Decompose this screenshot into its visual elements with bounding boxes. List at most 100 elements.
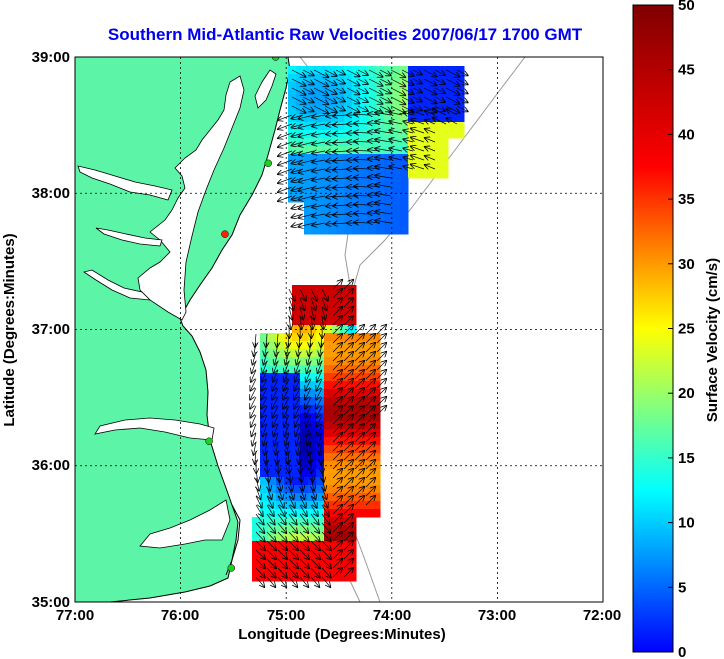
velocity-arrow bbox=[343, 307, 353, 317]
velocity-cell bbox=[340, 325, 349, 334]
velocity-arrow bbox=[288, 504, 296, 516]
velocity-cell bbox=[268, 421, 277, 430]
velocity-cell bbox=[336, 122, 345, 131]
velocity-arrow bbox=[332, 415, 342, 425]
velocity-arrow bbox=[310, 333, 311, 347]
velocity-cell bbox=[332, 397, 341, 406]
velocity-cell bbox=[364, 333, 373, 342]
velocity-arrow bbox=[365, 460, 375, 470]
albemarle-sound bbox=[94, 417, 215, 441]
velocity-cell bbox=[320, 170, 329, 179]
velocity-arrow bbox=[333, 223, 348, 224]
velocity-arrow bbox=[312, 169, 326, 171]
velocity-arrow bbox=[365, 478, 375, 488]
velocity-arrow bbox=[390, 78, 405, 86]
velocity-cell bbox=[340, 533, 349, 542]
velocity-arrow bbox=[312, 124, 326, 126]
velocity-arrow bbox=[307, 423, 312, 436]
velocity-arrow bbox=[316, 396, 323, 409]
velocity-cell bbox=[320, 130, 329, 139]
velocity-arrow bbox=[278, 186, 293, 192]
velocity-arrow bbox=[343, 280, 353, 290]
velocity-arrow bbox=[277, 333, 278, 347]
velocity-arrow bbox=[309, 342, 311, 356]
velocity-cell bbox=[340, 333, 349, 342]
velocity-cell bbox=[384, 178, 393, 187]
velocity-cell bbox=[376, 202, 385, 211]
velocity-cell bbox=[344, 122, 353, 131]
velocity-cell bbox=[304, 122, 313, 131]
velocity-cell bbox=[308, 549, 317, 558]
velocity-cell bbox=[308, 397, 317, 406]
velocity-arrow bbox=[266, 333, 267, 347]
velocity-arrow bbox=[425, 129, 436, 133]
velocity-arrow bbox=[401, 87, 414, 94]
velocity-cell bbox=[260, 453, 269, 462]
velocity-arrow bbox=[321, 522, 330, 533]
velocity-cell bbox=[416, 162, 425, 171]
velocity-arrow bbox=[321, 486, 327, 499]
velocity-cell bbox=[376, 122, 385, 131]
velocity-arrow bbox=[310, 576, 319, 587]
velocity-cell bbox=[400, 218, 409, 227]
velocity-cell bbox=[364, 437, 373, 446]
velocity-cell bbox=[424, 66, 433, 75]
velocity-arrow bbox=[332, 478, 342, 488]
velocity-cell bbox=[308, 509, 317, 518]
velocity-cell bbox=[312, 98, 321, 107]
velocity-arrow bbox=[332, 505, 342, 515]
velocity-cell bbox=[352, 202, 361, 211]
velocity-cell bbox=[268, 541, 277, 550]
velocity-cell bbox=[456, 66, 465, 75]
velocity-cell bbox=[372, 437, 381, 446]
velocity-cell bbox=[356, 365, 365, 374]
velocity-cell bbox=[292, 509, 301, 518]
velocity-cell bbox=[288, 154, 297, 163]
velocity-cell bbox=[376, 162, 385, 171]
velocity-cell bbox=[292, 557, 301, 566]
velocity-cell bbox=[316, 285, 325, 294]
velocity-arrow bbox=[354, 388, 364, 398]
velocity-cell bbox=[320, 218, 329, 227]
velocity-arrow bbox=[425, 138, 436, 142]
velocity-cell bbox=[336, 154, 345, 163]
velocity-cell bbox=[320, 154, 329, 163]
velocity-cell bbox=[368, 154, 377, 163]
velocity-cell bbox=[300, 461, 309, 470]
velocity-cell bbox=[332, 485, 341, 494]
velocity-cell bbox=[416, 82, 425, 91]
velocity-cell bbox=[344, 146, 353, 155]
velocity-cell bbox=[308, 541, 317, 550]
velocity-arrow bbox=[412, 106, 422, 111]
velocity-cell bbox=[348, 357, 357, 366]
velocity-arrow bbox=[277, 450, 278, 464]
velocity-cell bbox=[356, 437, 365, 446]
velocity-arrow bbox=[312, 178, 326, 180]
velocity-cell bbox=[408, 130, 417, 139]
velocity-arrow bbox=[299, 567, 309, 578]
velocity-cell bbox=[300, 285, 309, 294]
velocity-cell bbox=[360, 170, 369, 179]
velocity-cell bbox=[300, 421, 309, 430]
velocity-arrow bbox=[333, 214, 348, 215]
james-river bbox=[83, 269, 152, 301]
velocity-cell bbox=[364, 381, 373, 390]
velocity-arrow bbox=[332, 460, 342, 470]
velocity-cell bbox=[276, 437, 285, 446]
velocity-arrow bbox=[263, 432, 267, 446]
velocity-cell bbox=[416, 74, 425, 83]
velocity-cell bbox=[356, 509, 365, 518]
velocity-cell bbox=[268, 477, 277, 486]
velocity-arrow bbox=[302, 69, 314, 75]
velocity-cell bbox=[268, 341, 277, 350]
velocity-cell bbox=[356, 389, 365, 398]
velocity-cell bbox=[392, 98, 401, 107]
velocity-cell bbox=[316, 397, 325, 406]
velocity-cell bbox=[292, 445, 301, 454]
velocity-cell bbox=[296, 74, 305, 83]
velocity-arrow bbox=[354, 343, 364, 353]
colorbar-tick-label: 50 bbox=[678, 0, 695, 14]
velocity-arrow bbox=[332, 442, 342, 452]
